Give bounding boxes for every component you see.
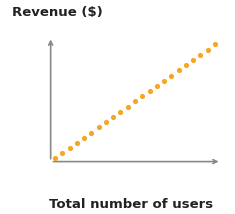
Point (199, 53, 202, 56)
Point (148, 89, 151, 93)
Point (126, 105, 129, 108)
Point (111, 115, 115, 119)
Point (97, 126, 101, 129)
Point (155, 84, 159, 88)
Point (90, 131, 93, 134)
Point (60, 152, 64, 155)
Point (162, 79, 166, 82)
Point (177, 69, 180, 72)
Point (104, 120, 108, 124)
Point (53, 157, 57, 160)
Point (140, 95, 144, 98)
Point (119, 110, 122, 113)
Point (68, 146, 71, 150)
Point (82, 136, 86, 140)
Text: Total number of users: Total number of users (49, 198, 213, 211)
Point (169, 74, 173, 77)
Point (206, 48, 210, 51)
Point (75, 141, 79, 145)
Point (133, 100, 137, 103)
Point (191, 58, 195, 62)
Point (184, 63, 188, 67)
Point (213, 43, 217, 46)
Text: Revenue ($): Revenue ($) (12, 6, 102, 19)
